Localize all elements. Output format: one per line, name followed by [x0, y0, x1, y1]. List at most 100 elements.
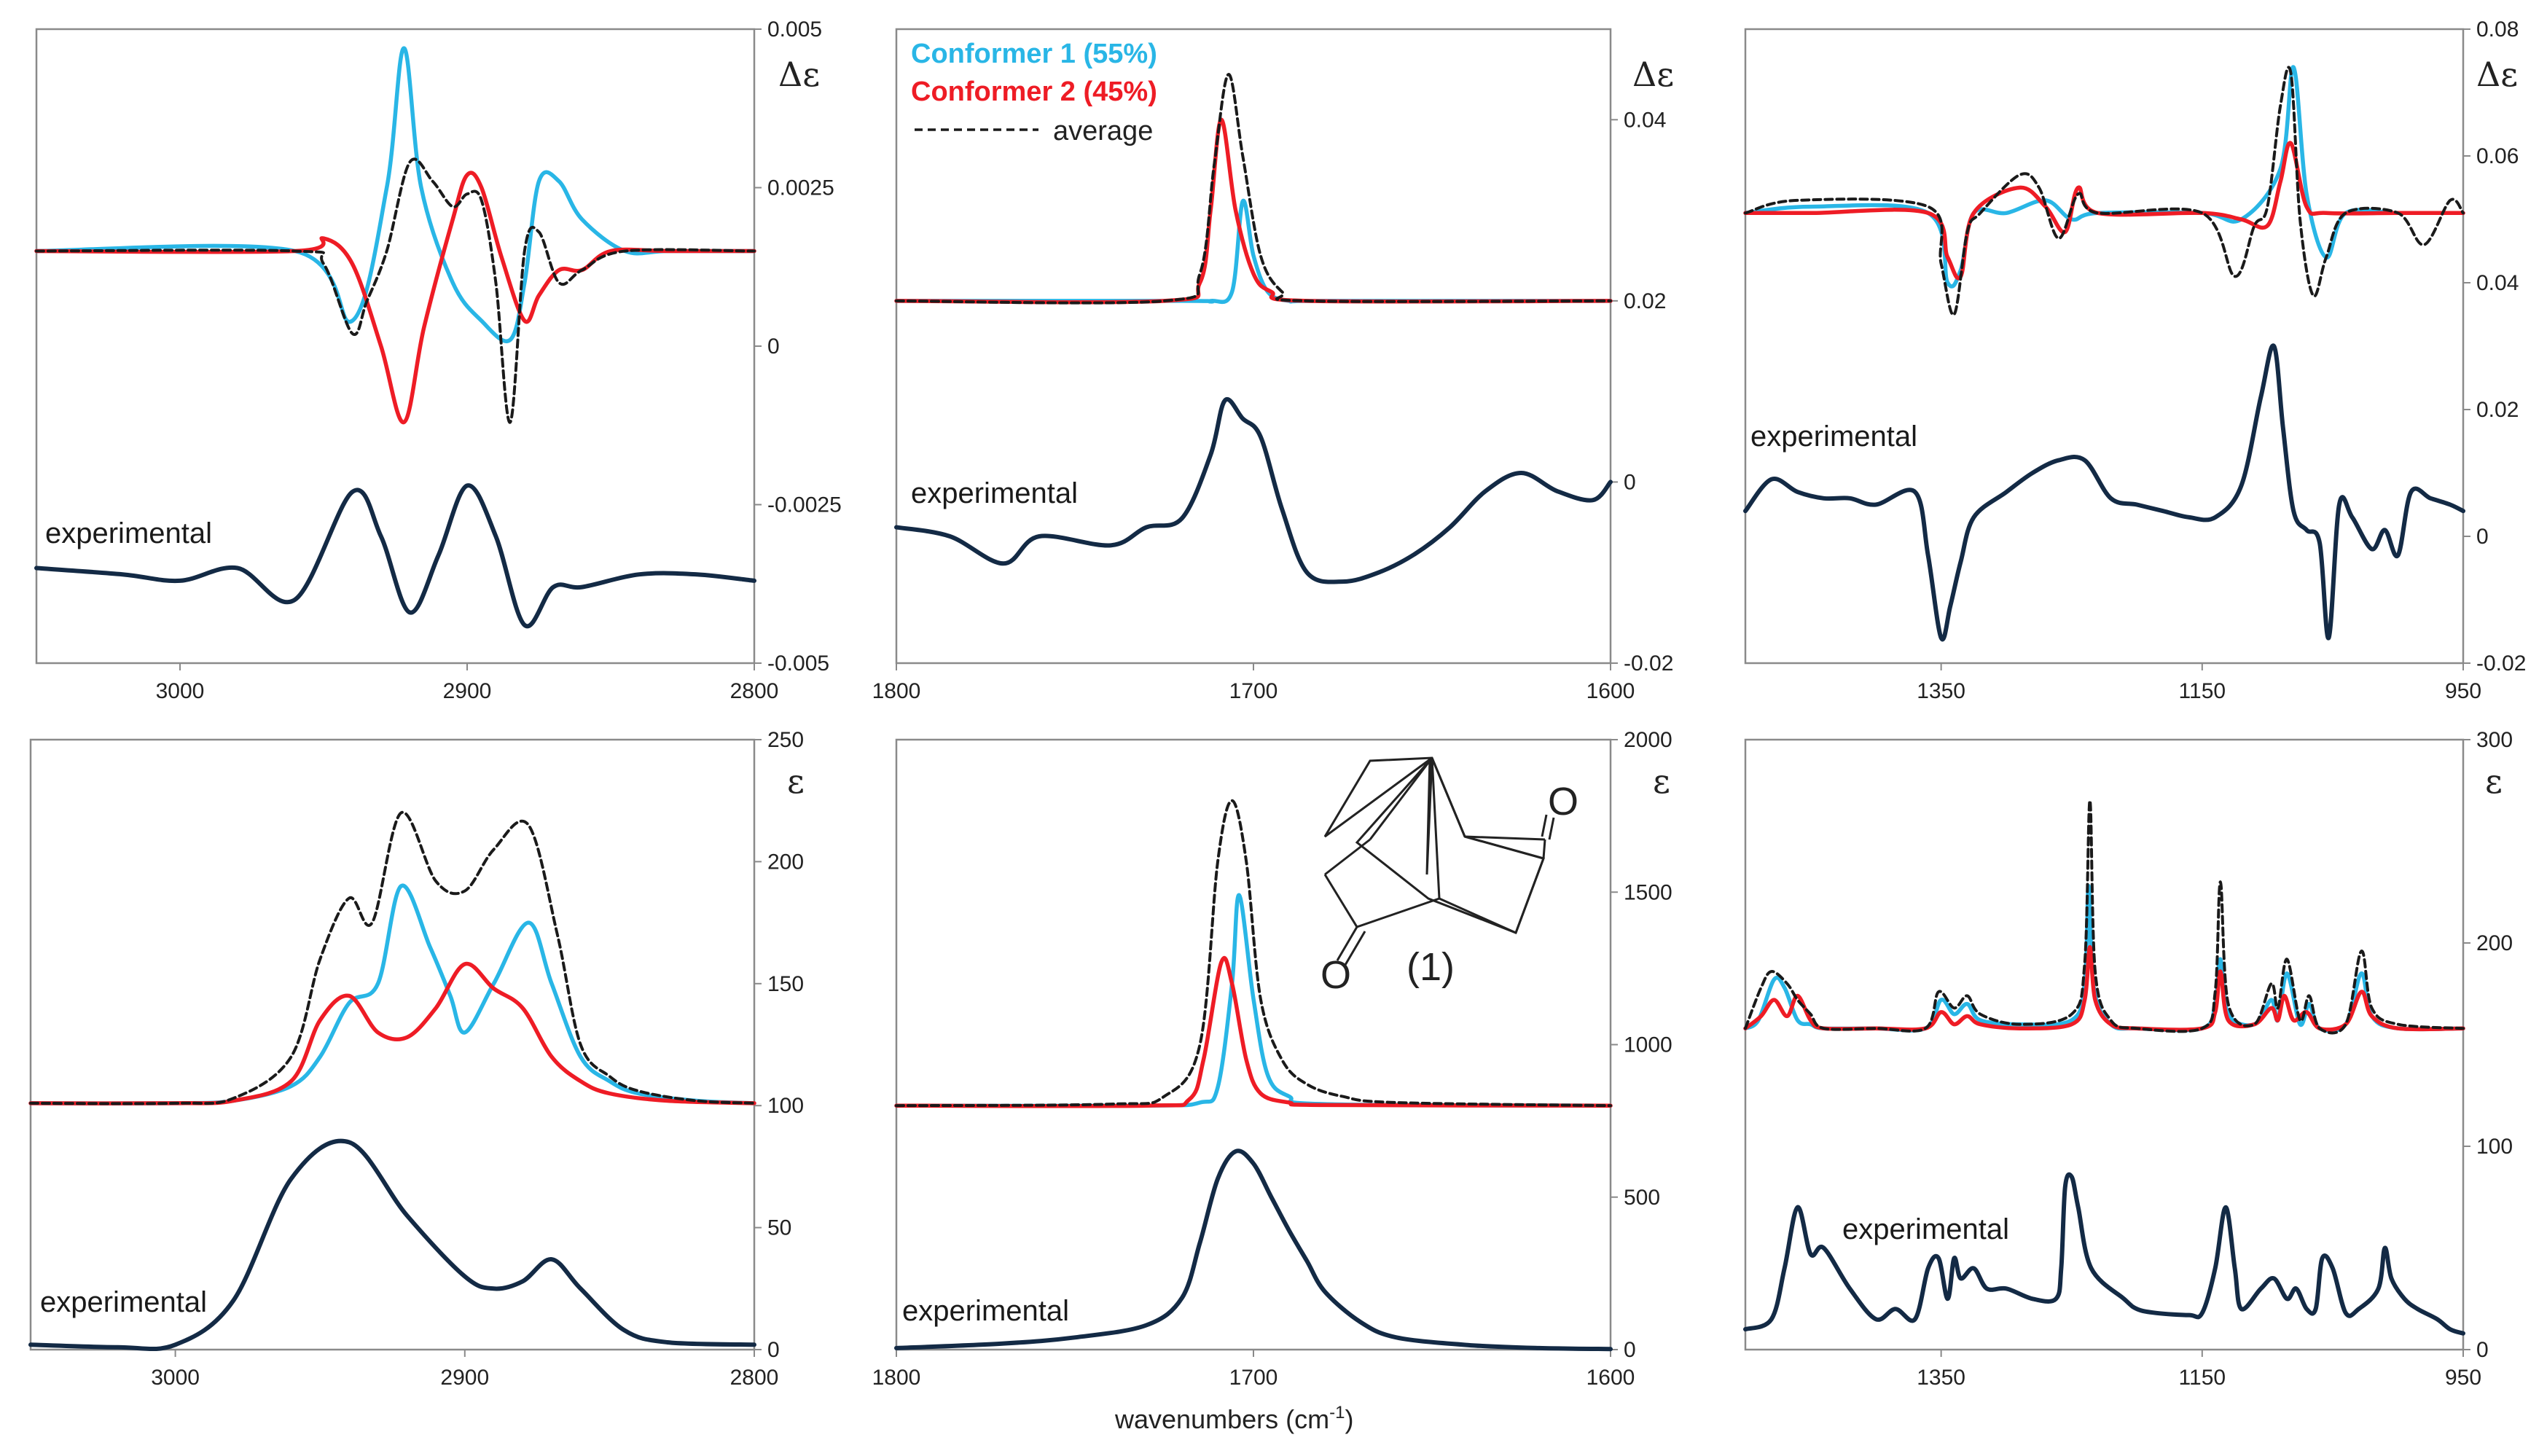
x-tick-label: 1800 [872, 679, 921, 703]
y-tick-label: 200 [2476, 931, 2513, 955]
plot-frame [895, 738, 1612, 1351]
y-tick-label: 0 [767, 1338, 780, 1362]
y-tick-label: 0.04 [1624, 108, 1666, 132]
y-tick-label: -0.0025 [767, 493, 842, 517]
x-tick-label: 1700 [1229, 679, 1278, 703]
y-tick-label: 0 [2476, 1338, 2489, 1362]
y-tick-label: 1500 [1624, 880, 1672, 904]
x-tick-label: 1350 [1917, 679, 1965, 703]
molecule-atom-o-2: O [1548, 780, 1578, 823]
series-average [895, 73, 1612, 305]
x-tick-label: 2900 [440, 1366, 489, 1390]
y-tick-label: 150 [767, 972, 804, 996]
panel-ir-CO: 2000 1500 1000 500 0 1800 1700 1600 ε experimenta… [872, 728, 1672, 1390]
y-tick-label: -0.02 [1624, 651, 1673, 676]
legend-conformer-1: Conformer 1 (55%) [911, 39, 1157, 69]
plot-frame [895, 28, 1612, 665]
y-axis-label: ε [787, 762, 805, 801]
panel-vcd-CO: 0.04 0.02 0 -0.02 1800 1700 1600 Δε experimental [872, 28, 1674, 703]
experimental-label: experimental [45, 517, 212, 549]
series-average [895, 799, 1612, 1108]
y-tick-label: 0.02 [2476, 398, 2519, 422]
x-tick-label: 2800 [730, 1366, 779, 1390]
molecule-label: (1) [1406, 945, 1455, 989]
x-axis-label-text: wavenumbers (cm [1114, 1404, 1329, 1434]
y-tick-label: 500 [1624, 1186, 1660, 1210]
y-tick-label: 200 [767, 850, 804, 874]
x-axis-label-end: ) [1345, 1404, 1353, 1434]
x-tick-label: 3000 [156, 679, 205, 703]
x-tick-label: 950 [2445, 679, 2481, 703]
y-tick-label: 1000 [1624, 1033, 1672, 1057]
y-tick-label: 0.08 [2476, 17, 2519, 42]
x-axis-label: wavenumbers (cm-1) [1114, 1403, 1353, 1434]
y-axis-label: Δε [778, 55, 820, 94]
y-tick-label: 300 [2476, 728, 2513, 752]
series-experimental [1743, 1172, 2465, 1336]
y-tick-label: 250 [767, 728, 804, 752]
series-conformer2 [28, 962, 756, 1105]
y-tick-label: 0 [1624, 470, 1636, 494]
y-tick-label: 0 [1624, 1338, 1636, 1362]
series-experimental [1743, 343, 2465, 642]
y-tick-label: 50 [767, 1216, 791, 1240]
y-tick-label: 0 [767, 334, 780, 359]
y-axis-label: Δε [2476, 55, 2518, 94]
x-tick-label: 3000 [151, 1366, 200, 1390]
series-average [1744, 66, 2465, 316]
molecule-lines [1323, 757, 1555, 966]
x-tick-label: 1150 [2179, 1366, 2226, 1390]
x-axis-label-superscript: -1 [1329, 1403, 1345, 1422]
y-tick-label: 100 [2476, 1135, 2513, 1159]
plot-frame [1744, 28, 2465, 665]
x-tick-label: 1700 [1229, 1366, 1278, 1390]
series-conformer2 [894, 117, 1613, 305]
series-average [29, 810, 756, 1105]
experimental-label: experimental [902, 1295, 1069, 1327]
x-tick-label: 2800 [730, 679, 779, 703]
series-conformer1 [1743, 65, 2465, 289]
legend-conformer-2: Conformer 2 (45%) [911, 77, 1157, 107]
panel-ir-fingerprint: 300 200 100 0 1350 1150 950 ε experimental [1743, 728, 2513, 1390]
x-tick-label: 2900 [443, 679, 492, 703]
y-axis-label: ε [2485, 762, 2503, 801]
legend: Conformer 1 (55%) Conformer 2 (45%) aver… [911, 39, 1157, 146]
series-average [35, 157, 756, 424]
series-conformer2 [894, 955, 1613, 1108]
y-tick-label: 100 [767, 1094, 804, 1118]
y-tick-label: 0 [2476, 525, 2489, 549]
x-tick-label: 1150 [2179, 679, 2226, 703]
y-tick-label: -0.005 [767, 651, 829, 676]
y-tick-label: 2000 [1624, 728, 1672, 752]
experimental-label: experimental [911, 477, 1078, 509]
x-tick-label: 1350 [1917, 1366, 1965, 1390]
x-tick-label: 1600 [1587, 1366, 1635, 1390]
series-experimental [894, 396, 1613, 584]
experimental-label: experimental [1750, 420, 1917, 453]
experimental-label: experimental [1842, 1213, 2009, 1245]
y-tick-label: -0.02 [2476, 651, 2526, 676]
y-axis-label: Δε [1632, 55, 1674, 94]
series-experimental [894, 1148, 1613, 1352]
molecule-atom-o-1: O [1321, 953, 1351, 997]
y-tick-label: 0.005 [767, 17, 822, 42]
x-tick-label: 950 [2445, 1366, 2481, 1390]
y-axis-label: ε [1653, 762, 1670, 801]
legend-average: average [1053, 116, 1153, 146]
plot-frame [1744, 738, 2465, 1351]
series-conformer1 [28, 883, 756, 1105]
experimental-label: experimental [40, 1286, 207, 1318]
panel-ir-CH: 250 200 150 100 50 0 3000 2900 2800 ε experimental [28, 728, 805, 1390]
y-tick-label: 0.04 [2476, 271, 2519, 295]
series-conformer1 [34, 46, 756, 343]
panel-vcd-fingerprint: 0.08 0.06 0.04 0.02 0 -0.02 1350 1150 950 Δε exper… [1743, 17, 2526, 703]
series-experimental [28, 1138, 756, 1352]
x-tick-label: 1600 [1587, 679, 1635, 703]
y-tick-label: 0.0025 [767, 176, 834, 200]
panel-vcd-CH: 0.005 0.0025 0 -0.0025 -0.005 3000 2900 2800 Δε e… [34, 17, 842, 703]
plot-frame [29, 738, 756, 1351]
x-tick-label: 1800 [872, 1366, 921, 1390]
y-tick-label: 0.02 [1624, 289, 1666, 313]
